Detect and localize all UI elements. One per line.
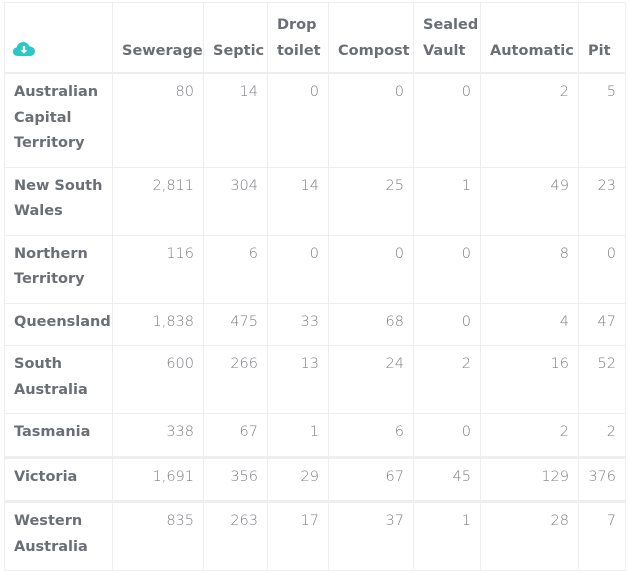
- row-label: Victoria: [4, 455, 113, 502]
- cell-sewerage: 80: [112, 72, 204, 168]
- row-label: Tasmania: [4, 413, 113, 458]
- header-row: Sewerage Septic Drop toilet Compost Seal…: [4, 2, 626, 74]
- cell-sealed-vault: 1: [413, 500, 481, 571]
- cell-pit: 2: [578, 413, 626, 458]
- cell-pit: 52: [578, 345, 626, 414]
- row-label: Australian Capital Territory: [4, 72, 113, 168]
- cell-sewerage: 2,811: [112, 166, 204, 236]
- download-cell[interactable]: [4, 2, 113, 74]
- cell-drop-toilet: 13: [267, 345, 329, 414]
- column-header-pit[interactable]: Pit: [578, 2, 626, 74]
- cell-compost: 24: [328, 345, 414, 414]
- cell-sealed-vault: 0: [413, 302, 481, 346]
- column-header-automatic[interactable]: Automatic: [480, 2, 579, 74]
- cell-drop-toilet: 14: [267, 166, 329, 236]
- column-header-sewerage[interactable]: Sewerage: [112, 2, 204, 74]
- column-header-drop-toilet[interactable]: Drop toilet: [267, 2, 329, 74]
- cell-compost: 25: [328, 166, 414, 236]
- cell-automatic: 2: [480, 72, 579, 168]
- cell-septic: 304: [203, 166, 268, 236]
- cell-sealed-vault: 45: [413, 455, 481, 502]
- table-row: Northern Territory 116 6 0 0 0 8 0: [4, 234, 626, 304]
- table-row: South Australia 600 266 13 24 2 16 52: [4, 345, 626, 414]
- cell-sewerage: 835: [112, 500, 204, 571]
- data-table: Sewerage Septic Drop toilet Compost Seal…: [4, 2, 626, 571]
- table-row: New South Wales 2,811 304 14 25 1 49 23: [4, 166, 626, 236]
- row-label: Queensland: [4, 302, 113, 346]
- row-label: New South Wales: [4, 166, 113, 236]
- cell-drop-toilet: 1: [267, 413, 329, 458]
- cloud-download-icon[interactable]: [13, 41, 35, 57]
- cell-drop-toilet: 33: [267, 302, 329, 346]
- row-label: Northern Territory: [4, 234, 113, 304]
- cell-automatic: 8: [480, 234, 579, 304]
- column-header-compost[interactable]: Compost: [328, 2, 414, 74]
- cell-drop-toilet: 29: [267, 455, 329, 502]
- cell-automatic: 16: [480, 345, 579, 414]
- table-row: Queensland 1,838 475 33 68 0 4 47: [4, 302, 626, 346]
- cell-sewerage: 600: [112, 345, 204, 414]
- cell-septic: 356: [203, 455, 268, 502]
- cell-sewerage: 1,838: [112, 302, 204, 346]
- cell-septic: 263: [203, 500, 268, 571]
- table-row: Australian Capital Territory 80 14 0 0 0…: [4, 72, 626, 168]
- cell-pit: 47: [578, 302, 626, 346]
- cell-pit: 0: [578, 234, 626, 304]
- cell-compost: 67: [328, 455, 414, 502]
- cell-sealed-vault: 1: [413, 166, 481, 236]
- cell-compost: 68: [328, 302, 414, 346]
- cell-septic: 14: [203, 72, 268, 168]
- cell-automatic: 28: [480, 500, 579, 571]
- cell-septic: 67: [203, 413, 268, 458]
- row-label: South Australia: [4, 345, 113, 414]
- cell-septic: 266: [203, 345, 268, 414]
- column-header-sealed-vault[interactable]: Sealed Vault: [413, 2, 481, 74]
- column-header-septic[interactable]: Septic: [203, 2, 268, 74]
- cell-sealed-vault: 0: [413, 413, 481, 458]
- cell-compost: 0: [328, 234, 414, 304]
- table-row: Victoria 1,691 356 29 67 45 129 376: [4, 455, 626, 502]
- cell-sealed-vault: 2: [413, 345, 481, 414]
- cell-compost: 0: [328, 72, 414, 168]
- cell-automatic: 2: [480, 413, 579, 458]
- cell-septic: 6: [203, 234, 268, 304]
- table-row: Western Australia 835 263 17 37 1 28 7: [4, 500, 626, 571]
- cell-pit: 23: [578, 166, 626, 236]
- cell-compost: 37: [328, 500, 414, 571]
- cell-septic: 475: [203, 302, 268, 346]
- table-row: Tasmania 338 67 1 6 0 2 2: [4, 413, 626, 458]
- cell-automatic: 129: [480, 455, 579, 502]
- cell-pit: 5: [578, 72, 626, 168]
- cell-sealed-vault: 0: [413, 72, 481, 168]
- cell-sewerage: 116: [112, 234, 204, 304]
- cell-drop-toilet: 0: [267, 72, 329, 168]
- cell-compost: 6: [328, 413, 414, 458]
- cell-sewerage: 338: [112, 413, 204, 458]
- cell-automatic: 49: [480, 166, 579, 236]
- cell-sewerage: 1,691: [112, 455, 204, 502]
- cell-drop-toilet: 0: [267, 234, 329, 304]
- row-label: Western Australia: [4, 500, 113, 571]
- cell-automatic: 4: [480, 302, 579, 346]
- cell-sealed-vault: 0: [413, 234, 481, 304]
- cell-pit: 7: [578, 500, 626, 571]
- cell-drop-toilet: 17: [267, 500, 329, 571]
- cell-pit: 376: [578, 455, 626, 502]
